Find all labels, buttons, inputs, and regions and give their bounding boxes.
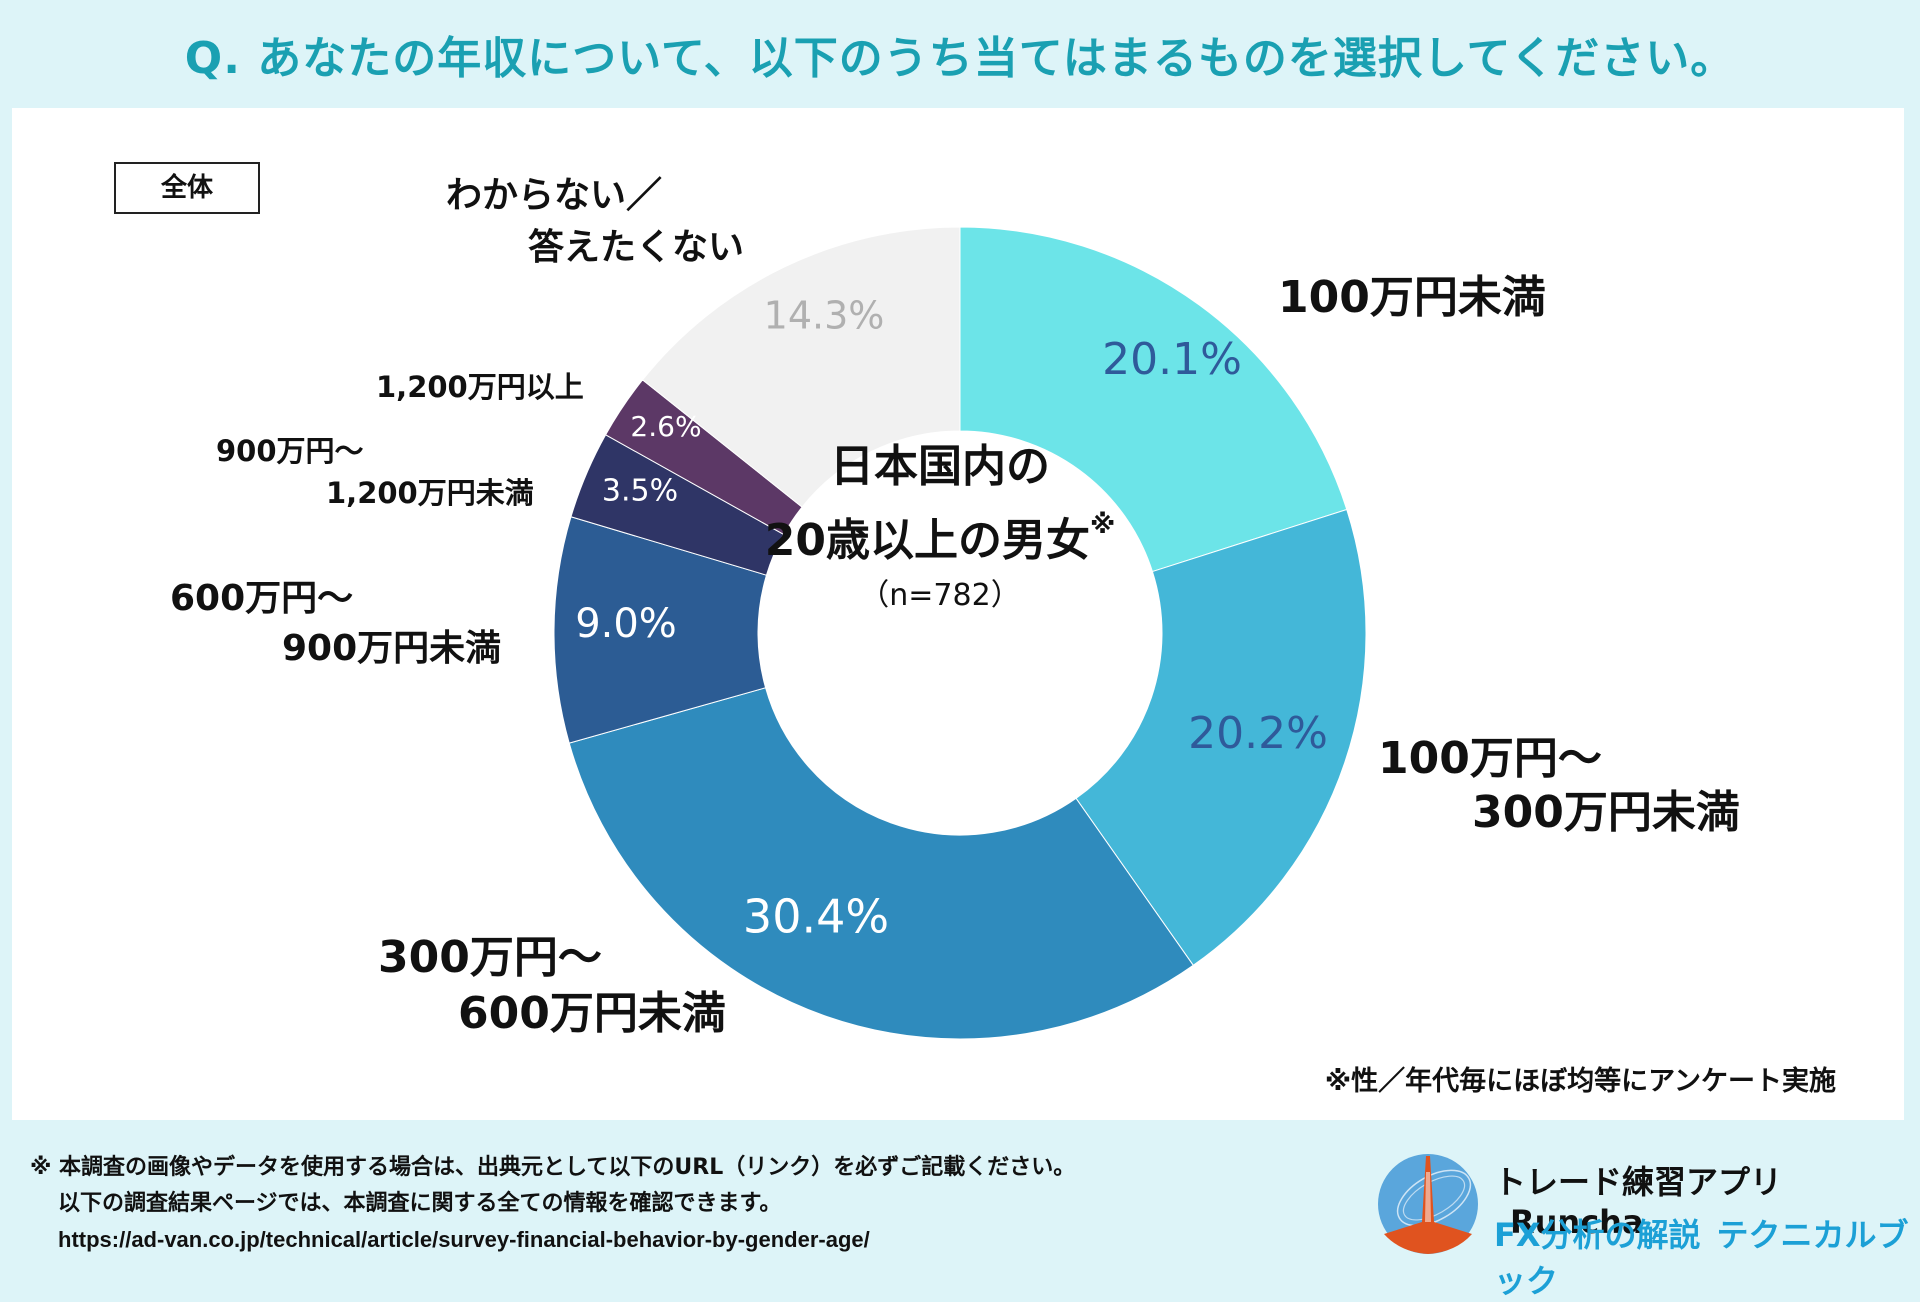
slice-label-1: 100万円〜 300万円未満: [1378, 733, 1740, 838]
donut-slice-0: [959, 226, 1348, 573]
slice-value-label-2: 30.4%: [743, 890, 889, 944]
slice-value-label-0: 20.1%: [1102, 334, 1242, 385]
center-title-line2: 20歳以上の男女: [764, 515, 1090, 566]
slice-label-4: 900万円〜 1,200万円未満: [216, 434, 534, 510]
slice-value-label-4: 3.5%: [602, 474, 678, 509]
brand-app-label: トレード練習アプリ: [1494, 1163, 1783, 1201]
slice-value-label-6: 14.3%: [764, 294, 885, 338]
brand-app-name: Runcha: [1510, 1203, 1644, 1241]
brand-app: トレード練習アプリRuncha: [1494, 1157, 1920, 1241]
footer-credit: ※ 本調査の画像やデータを使用する場合は、出典元として以下のURL（リンク）を必…: [30, 1150, 1075, 1258]
donut-slice-6: [641, 226, 961, 508]
page-title: Q. あなたの年収について、以下のうち当てはまるものを選択してください。: [184, 33, 1736, 84]
donut-chart: 20.1% 20.2% 30.4% 9.0% 3.5% 2.6% 14.3%: [553, 226, 1367, 1040]
slice-label-5: 1,200万円以上: [376, 370, 584, 404]
center-title: 日本国内の 20歳以上の男女※: [740, 438, 1140, 570]
donut-slice-2: [568, 687, 1194, 1040]
sample-size: （n=782）: [859, 578, 1021, 613]
footer-line2: 以下の調査結果ページでは、本調査に関する全ての情報を確認できます。: [58, 1191, 782, 1216]
slice-label-0: 100万円未満: [1278, 272, 1546, 323]
slice-label-6: わからない／ 答えたくない: [446, 175, 745, 268]
center-note-mark: ※: [1089, 510, 1116, 540]
slice-value-label-1: 20.2%: [1188, 708, 1328, 759]
slice-value-label-5: 2.6%: [630, 410, 701, 443]
center-title-line1: 日本国内の: [830, 441, 1050, 492]
footer-line1: ※ 本調査の画像やデータを使用する場合は、出典元として以下のURL（リンク）を必…: [30, 1155, 1076, 1180]
runcha-logo-icon: [1378, 1154, 1478, 1254]
slice-value-label-3: 9.0%: [575, 601, 677, 647]
brand-sub: FX分析の解説 テクニカルブック: [1494, 1210, 1920, 1302]
donut-slice-1: [1075, 508, 1367, 967]
slice-label-2: 300万円〜 600万円未満: [378, 932, 726, 1039]
slice-label-3: 600万円〜 900万円未満: [170, 578, 502, 669]
survey-note: ※性／年代毎にほぼ均等にアンケート実施: [1324, 1066, 1836, 1097]
source-link[interactable]: https://ad-van.co.jp/technical/article/s…: [58, 1227, 870, 1252]
segment-badge: 全体: [114, 162, 260, 214]
brand-sub1: FX分析の解説: [1494, 1216, 1701, 1254]
